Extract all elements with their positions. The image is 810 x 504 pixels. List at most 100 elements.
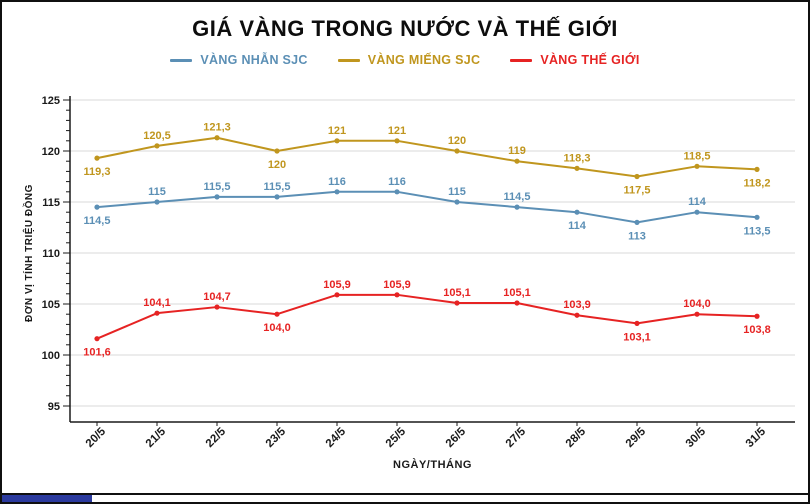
svg-text:116: 116 (328, 176, 346, 188)
data-point (334, 292, 340, 298)
data-point (514, 204, 520, 210)
svg-text:103,1: 103,1 (623, 331, 651, 343)
legend-item-vang-nhan-sjc: VÀNG NHẪN SJC (170, 53, 307, 67)
svg-text:103,9: 103,9 (563, 299, 591, 311)
svg-text:105: 105 (42, 299, 60, 311)
data-point (154, 199, 160, 205)
series-vang-mieng-sjc: 119,3 120,5 121,3 120 121 121 120 119 118,3 117,5… (84, 122, 771, 197)
data-point (754, 313, 760, 319)
legend-label: VÀNG THẾ GIỚI (540, 53, 640, 67)
svg-text:113: 113 (628, 230, 646, 242)
data-point (214, 135, 220, 141)
data-point (94, 155, 100, 161)
svg-text:120: 120 (268, 159, 286, 171)
svg-text:114,5: 114,5 (504, 191, 531, 203)
svg-text:117,5: 117,5 (624, 185, 651, 197)
svg-text:115: 115 (42, 197, 60, 209)
data-point (514, 300, 520, 306)
gridlines (70, 99, 795, 407)
svg-text:119: 119 (508, 145, 526, 157)
legend-item-vang-mieng-sjc: VÀNG MIẾNG SJC (337, 53, 481, 67)
svg-text:21/5: 21/5 (144, 425, 169, 450)
svg-text:114: 114 (568, 220, 587, 232)
data-point (574, 165, 580, 171)
data-point (214, 304, 220, 310)
svg-text:26/5: 26/5 (444, 425, 469, 450)
y-axis-title: ĐƠN VỊ TÍNH TRIỆU ĐỒNG (22, 184, 35, 322)
svg-text:105,1: 105,1 (443, 287, 471, 299)
data-point (694, 209, 700, 215)
chart-title: GIÁ VÀNG TRONG NƯỚC VÀ THẾ GIỚI (192, 16, 618, 41)
data-point (214, 194, 220, 200)
data-point (94, 336, 100, 342)
svg-text:105,9: 105,9 (383, 279, 411, 291)
legend-line-swatch (337, 58, 360, 62)
data-point (454, 199, 460, 205)
svg-text:114: 114 (688, 196, 707, 208)
svg-text:115: 115 (148, 186, 166, 198)
svg-text:31/5: 31/5 (744, 425, 769, 450)
bottom-strip (2, 493, 808, 502)
svg-text:104,1: 104,1 (143, 297, 171, 309)
legend-label: VÀNG MIẾNG SJC (367, 53, 481, 67)
svg-text:105,1: 105,1 (503, 287, 531, 299)
svg-text:22/5: 22/5 (204, 425, 229, 450)
svg-text:100: 100 (42, 350, 60, 362)
svg-text:104,0: 104,0 (263, 322, 291, 334)
chart-plot: 95 100 105 110 115 120 125 ĐƠN VỊ TÍNH TRIỆU ĐỒ… (22, 95, 795, 471)
data-point (334, 138, 340, 144)
svg-text:120: 120 (448, 135, 466, 147)
svg-text:23/5: 23/5 (264, 425, 289, 450)
svg-text:28/5: 28/5 (564, 425, 589, 450)
series-vang-nhan-sjc: 114,5 115 115,5 115,5 116 116 115 114,5 114 113 11… (84, 176, 771, 243)
data-point (694, 163, 700, 169)
data-point (274, 194, 280, 200)
data-point (394, 292, 400, 298)
legend-item-vang-the-gioi: VÀNG THẾ GIỚI (510, 53, 639, 67)
svg-text:113,5: 113,5 (744, 225, 771, 237)
svg-text:116: 116 (388, 176, 406, 188)
svg-text:30/5: 30/5 (684, 425, 709, 450)
svg-text:95: 95 (48, 401, 60, 413)
svg-text:104,0: 104,0 (683, 298, 711, 310)
progress-bar[interactable] (2, 495, 92, 502)
x-tick-labels: 20/5 21/5 22/5 23/5 24/5 25/5 26/5 27/5 28/5 29/5… (84, 425, 769, 450)
data-point (634, 173, 640, 180)
svg-text:20/5: 20/5 (84, 425, 109, 450)
y-tick-labels: 95 100 105 110 115 120 125 (42, 95, 60, 413)
svg-text:25/5: 25/5 (384, 425, 409, 450)
data-point (274, 148, 280, 154)
svg-text:121,3: 121,3 (203, 122, 231, 134)
data-point (394, 189, 400, 195)
data-point (394, 138, 400, 144)
data-point (334, 189, 340, 195)
axis-ticks (63, 99, 758, 426)
series-line (96, 190, 758, 224)
data-point (94, 204, 100, 210)
data-point (574, 312, 580, 318)
svg-text:118,5: 118,5 (684, 150, 711, 162)
series-vang-the-gioi: 101,6 104,1 104,7 104,0 105,9 105,9 105,1 105,1… (83, 279, 771, 359)
svg-text:104,7: 104,7 (203, 291, 231, 303)
svg-text:118,2: 118,2 (744, 177, 771, 189)
svg-text:29/5: 29/5 (624, 425, 649, 450)
svg-text:115,5: 115,5 (204, 181, 231, 193)
svg-text:121: 121 (388, 125, 406, 137)
svg-text:115: 115 (448, 186, 466, 198)
legend-line-swatch (510, 58, 533, 62)
svg-text:103,8: 103,8 (743, 324, 771, 336)
data-point (274, 311, 280, 317)
svg-text:24/5: 24/5 (324, 425, 349, 450)
svg-text:125: 125 (42, 95, 60, 107)
series-line (96, 293, 758, 340)
svg-text:120,5: 120,5 (143, 130, 171, 142)
svg-text:118,3: 118,3 (564, 152, 591, 164)
data-labels: 101,6 104,1 104,7 104,0 105,9 105,9 105,1 105,1… (83, 279, 771, 359)
data-point (454, 300, 460, 306)
data-point (634, 219, 640, 225)
data-point (154, 143, 160, 149)
legend: VÀNG NHẪN SJC VÀNG MIẾNG SJC VÀNG THẾ GIỚI (2, 53, 808, 67)
data-labels: 119,3 120,5 121,3 120 121 121 120 119 118,3 117,5… (84, 122, 771, 197)
data-point (574, 209, 580, 215)
data-point (514, 158, 520, 164)
